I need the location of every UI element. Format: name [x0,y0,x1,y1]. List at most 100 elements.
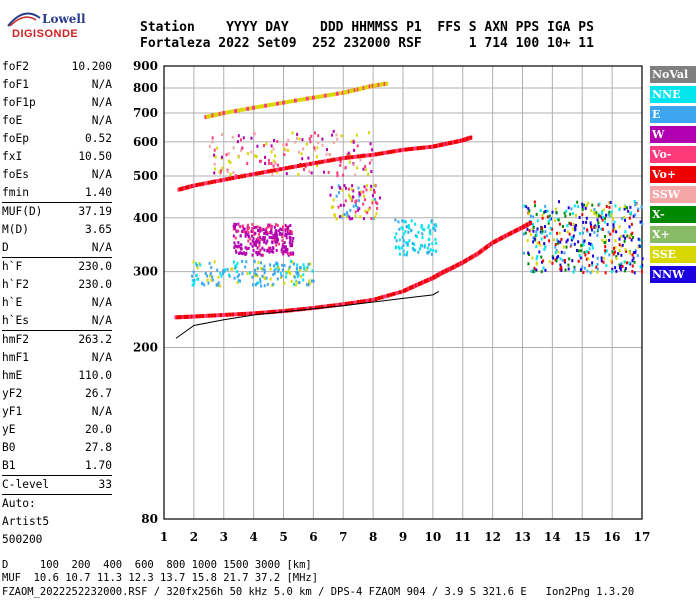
echo-point [238,273,241,277]
echo-point [262,275,265,279]
echo-point [288,241,291,245]
echo-point [241,272,244,276]
trace-point [305,96,309,101]
trace-point [276,101,280,106]
trace-point [213,179,217,184]
trace-point [225,312,229,317]
trace-point [407,147,411,152]
echo-point [570,236,573,240]
echo-point [229,161,232,165]
echo-point [588,263,591,267]
echo-point [287,229,290,233]
echo-point [298,137,301,141]
trace-point [246,106,250,111]
trace-point [398,148,402,153]
trace-point [287,99,291,104]
echo-point [247,239,250,243]
trace-point [404,147,408,152]
echo-point [273,269,276,273]
echo-point [557,255,560,259]
trace-point [264,310,268,315]
echo-point [631,236,634,240]
echo-point [434,237,437,241]
echo-point [626,261,629,265]
echo-point [220,274,223,278]
echo-point [335,194,338,198]
echo-point [565,209,568,213]
echo-point [259,235,262,239]
echo-point [263,277,266,281]
param-label: Artist5 [2,515,50,528]
echo-point [587,201,590,205]
echo-point [284,248,287,252]
param-value: 20.0 [85,423,112,436]
echo-point [255,238,258,242]
echo-point [428,243,431,247]
echo-point [414,222,417,226]
echo-point [285,143,288,147]
echo-point [269,231,272,235]
param-row: yE 20.0 [2,421,112,439]
echo-point [603,220,606,224]
echo-point [605,264,608,268]
echo-point [256,225,259,229]
echo-point [235,244,238,248]
echo-point [633,260,636,264]
echo-point [572,222,575,226]
echo-point [619,234,622,238]
echo-point [211,136,214,140]
echo-point [358,192,361,196]
echo-point [420,225,423,229]
echo-point [613,227,616,231]
trace-point [220,111,224,116]
echo-point [604,245,607,249]
echo-point [583,266,586,270]
echo-point [235,223,238,227]
trace-point [374,296,378,301]
echo-point [211,275,214,279]
echo-point [634,203,637,207]
trace-point [273,168,277,173]
echo-point [214,167,217,171]
echo-point [524,231,527,235]
echo-point [302,278,305,282]
echo-point [216,283,219,287]
echo-point [569,222,572,226]
echo-point [426,251,429,255]
param-row: hmE 110.0 [2,367,112,385]
echo-point [284,223,287,227]
echo-point [210,266,213,270]
trace-point [419,145,423,150]
echo-point [594,226,597,230]
echo-point [281,243,284,247]
param-row: D N/A [2,239,112,257]
param-label: B0 [2,441,16,454]
echo-point [585,257,588,261]
trace-point [267,169,271,174]
echo-point [568,257,571,261]
echo-point [254,274,257,278]
echo-point [620,262,623,266]
echo-point [265,226,268,230]
echo-point [347,151,350,155]
echo-point [196,266,199,270]
echo-point [248,271,251,275]
echo-point [289,238,292,242]
echo-point [288,265,291,269]
echo-point [608,238,611,242]
trace-point [299,97,303,102]
echo-point [335,217,338,221]
echo-point [583,239,586,243]
trace-point [386,293,390,298]
echo-point [246,152,249,156]
echo-point [282,143,285,147]
echo-point [332,198,335,202]
echo-point [290,230,293,234]
echo-point [263,231,266,235]
trace-point [258,310,262,315]
echo-point [555,259,558,263]
echo-point [325,152,328,156]
echo-point [574,228,577,232]
echo-point [332,205,335,209]
